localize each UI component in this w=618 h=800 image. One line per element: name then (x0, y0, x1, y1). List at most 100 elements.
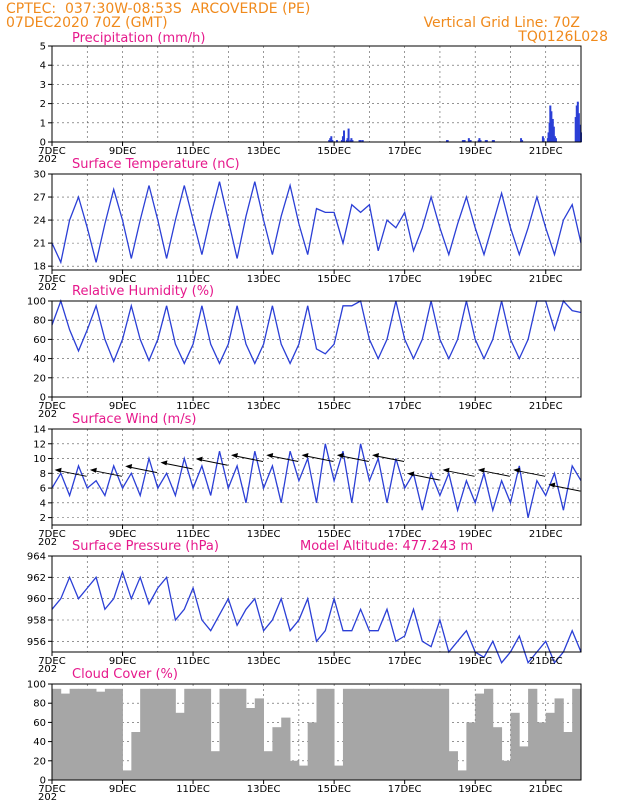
cloud-bar (69, 688, 79, 780)
model-altitude-label: Model Altitude: 477.243 m (300, 539, 473, 554)
cloud-bar (96, 691, 106, 780)
x-tick-label: 11DEC (176, 784, 210, 795)
y-tick-label: 0 (40, 393, 46, 404)
series-line (51, 569, 582, 665)
x-tick-label: 9DEC (109, 656, 136, 667)
cloud-bar (475, 693, 485, 780)
precip-bar (478, 138, 481, 142)
precip-bar (331, 140, 334, 142)
y-tick-label: 60 (33, 718, 46, 729)
panel-frame (51, 45, 582, 143)
x-year-label: 202 (38, 537, 57, 548)
x-tick-label: 13DEC (247, 529, 281, 540)
wind-arrow-shaft (479, 469, 510, 477)
precip-bar (350, 138, 353, 142)
x-tick-label: 9DEC (109, 784, 136, 795)
precip-bar (578, 124, 581, 142)
cloud-bar (193, 688, 203, 780)
x-year-label: 202 (38, 154, 57, 165)
x-tick-label: 13DEC (247, 784, 281, 795)
wind-arrow-shaft (197, 458, 228, 466)
precip-bar (550, 111, 553, 142)
cloud-bar (501, 760, 511, 780)
y-tick-label: 0 (40, 776, 46, 787)
wind-arrow-head (336, 452, 344, 458)
x-tick-label: 21DEC (529, 529, 563, 540)
x-tick-label: 15DEC (317, 656, 351, 667)
wind-arrow-head (195, 456, 203, 462)
precip-bar (340, 140, 343, 142)
precip-bar (446, 140, 449, 142)
precip-bar (484, 140, 487, 142)
x-year-label: 202 (38, 792, 57, 800)
x-tick-label: 13DEC (247, 146, 281, 157)
x-year-label: 202 (38, 664, 57, 675)
x-tick-label: 19DEC (458, 784, 492, 795)
cloud-bar (113, 688, 123, 780)
cloud-bar (237, 688, 247, 780)
cloud-bar (545, 712, 555, 780)
y-tick-label: 100 (27, 297, 46, 308)
cloud-bar (281, 717, 291, 780)
y-tick-label: 956 (27, 637, 46, 648)
y-tick-label: 20 (33, 756, 46, 767)
precip-bar (552, 126, 555, 142)
precip-bar (469, 140, 472, 142)
cloud-bar (325, 688, 335, 780)
precip-bar (491, 140, 494, 142)
y-tick-label: 4 (40, 61, 46, 72)
y-tick-label: 20 (33, 373, 46, 384)
precip-bar (576, 101, 579, 142)
panel-title: Cloud Cover (%) (72, 667, 178, 682)
panel-title: Surface Temperature (nC) (72, 157, 240, 172)
x-tick-label: 7DEC (38, 529, 65, 540)
x-tick-label: 11DEC (176, 401, 210, 412)
cloud-bar (272, 727, 282, 780)
cloud-bar (554, 698, 564, 780)
cloud-bar (148, 688, 159, 780)
x-year-label: 202 (38, 282, 57, 293)
x-tick-label: 17DEC (388, 274, 422, 285)
x-tick-label: 13DEC (247, 656, 281, 667)
precip-bar (520, 138, 523, 142)
y-tick-label: 30 (33, 170, 46, 181)
y-tick-label: 962 (27, 573, 46, 584)
cloud-bar (131, 732, 141, 780)
cloud-bar (422, 688, 432, 780)
y-tick-label: 24 (33, 216, 46, 227)
wind-arrow-head (160, 460, 168, 466)
x-tick-label: 21DEC (529, 146, 563, 157)
wind-arrow-shaft (444, 469, 475, 477)
x-year-label: 202 (38, 409, 57, 420)
header-model-id: TQ0126L028 (518, 29, 608, 45)
precip-bar (492, 140, 495, 142)
precip-bar (468, 140, 471, 142)
y-tick-label: 960 (27, 594, 46, 605)
wind-arrow-shaft (91, 469, 122, 477)
precip-bar (341, 136, 344, 142)
y-tick-label: 8 (40, 469, 46, 480)
y-tick-label: 80 (33, 316, 46, 327)
precip-bar (359, 140, 362, 142)
cloud-bar (140, 688, 150, 780)
precip-bar (577, 113, 580, 142)
x-tick-label: 9DEC (109, 401, 136, 412)
cloud-bar (519, 746, 529, 780)
cloud-bar (254, 698, 264, 780)
precip-bar (551, 118, 554, 142)
y-tick-label: 5 (40, 42, 46, 53)
panel-0: 0 1 2 3 4 5 7DEC 9DEC 11DEC 13DEC 15DEC 17DEC 19DEC 2… (38, 31, 582, 165)
precip-bar (335, 140, 338, 142)
cloud-bar (404, 688, 414, 780)
wind-arrow-head (266, 452, 274, 458)
panel-frame (51, 555, 582, 653)
precip-bar (330, 136, 333, 142)
series-line (51, 298, 582, 365)
precip-bar (553, 136, 556, 142)
wind-arrow-head (89, 467, 97, 473)
header-grid-line: Vertical Grid Line: 70Z (423, 15, 580, 31)
cloud-bar (263, 751, 273, 780)
precip-bar (554, 138, 557, 142)
y-tick-label: 6 (40, 484, 46, 495)
precip-bar (575, 105, 578, 142)
